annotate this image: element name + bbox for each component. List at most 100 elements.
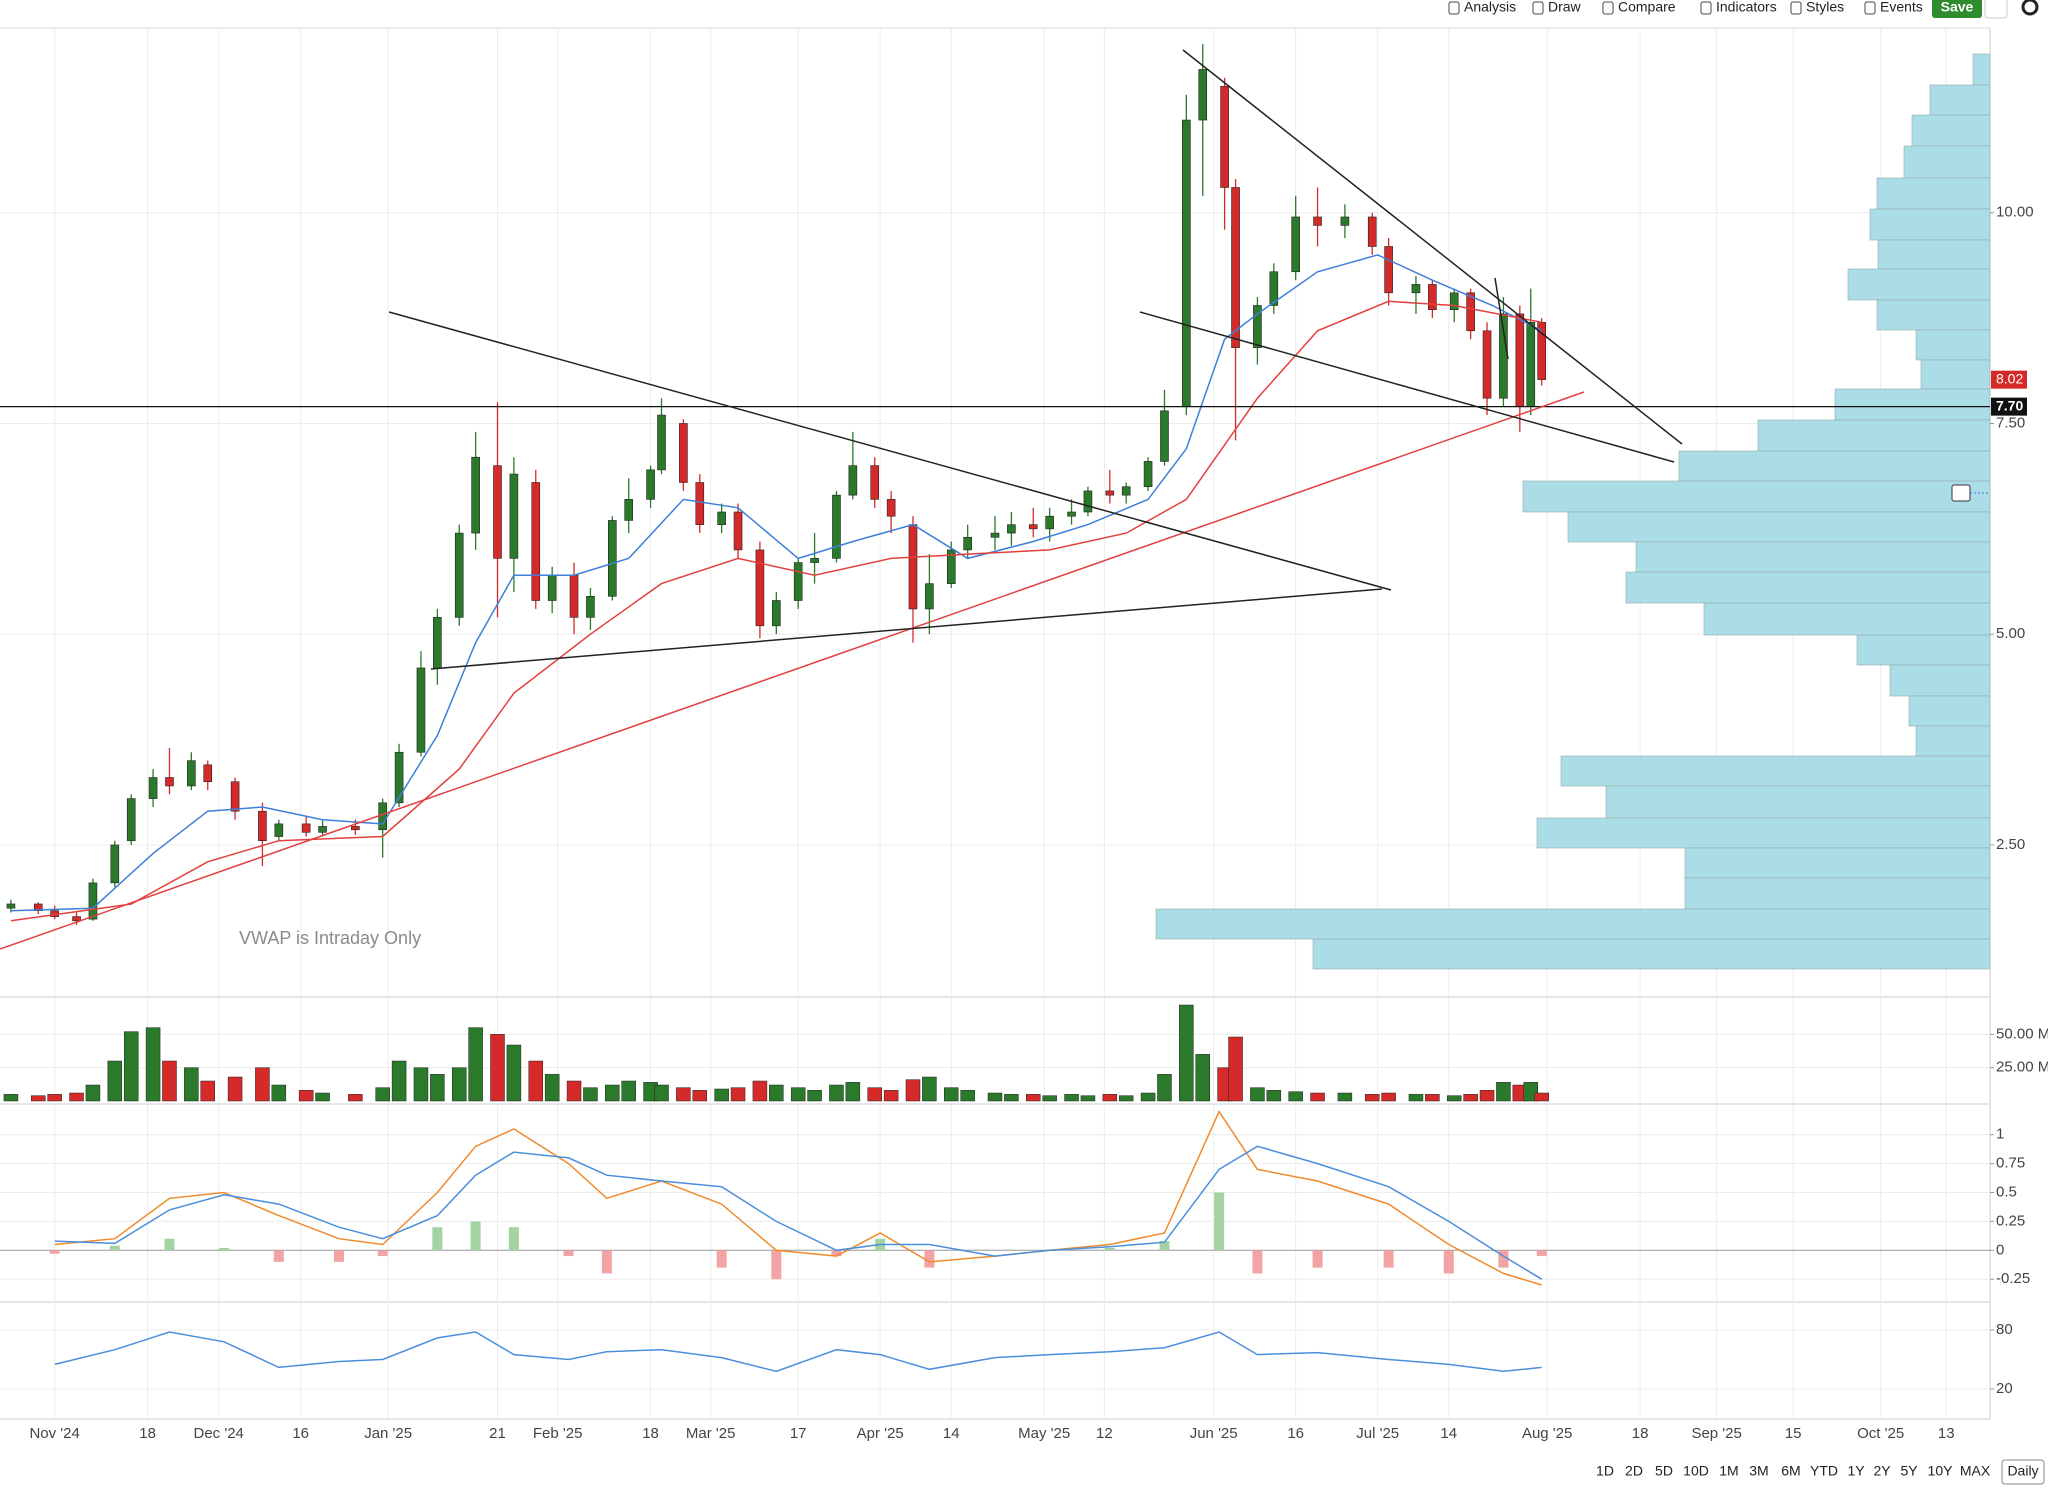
y-tick-label: 0.25: [1996, 1212, 2025, 1229]
candle-body: [886, 499, 896, 517]
axes: Nov '24 18 Dec '24 16 Jan '25 21 Feb '25 18 Mar …: [29, 204, 2048, 1442]
macd-histogram-bar: [470, 1221, 481, 1251]
candle-body: [274, 823, 284, 837]
volume-bar: [69, 1092, 84, 1102]
profile-bar: [1522, 480, 1991, 513]
candle-body: [1340, 216, 1350, 226]
toolbar-icon[interactable]: [1864, 1, 1876, 15]
toolbar-icon[interactable]: [1448, 1, 1460, 15]
profile-bar: [1684, 877, 1991, 910]
volume-bar: [85, 1084, 101, 1102]
x-tick-label: 16: [1287, 1425, 1304, 1442]
settings-icon[interactable]: [2021, 0, 2039, 16]
volume-bar: [730, 1087, 746, 1102]
range-button[interactable]: MAX: [1960, 1463, 1991, 1479]
save-label[interactable]: Save: [1941, 0, 1974, 15]
macd-histogram-bar: [333, 1250, 344, 1262]
toolbar-button[interactable]: Draw: [1548, 0, 1582, 15]
macd-histogram-bar: [1498, 1250, 1509, 1268]
volume-bar: [1157, 1074, 1172, 1102]
volume-bar: [184, 1067, 199, 1102]
y-tick-label: 1: [1996, 1126, 2004, 1143]
candle-body: [1428, 284, 1437, 310]
candle-body: [990, 532, 1000, 538]
candle-body: [1007, 524, 1016, 534]
toolbar-button[interactable]: Events: [1880, 0, 1923, 15]
volume-bar: [391, 1060, 407, 1102]
interval-button[interactable]: [2001, 1459, 2045, 1485]
candle-body: [1367, 216, 1377, 247]
volume-bar: [1250, 1087, 1265, 1102]
volume-bar: [790, 1087, 806, 1102]
volume-bar: [47, 1094, 62, 1102]
candle-body: [1253, 305, 1262, 348]
save-button[interactable]: [1932, 0, 1982, 18]
range-button[interactable]: 2Y: [1873, 1463, 1891, 1479]
volume-bar: [654, 1084, 669, 1102]
range-button[interactable]: 5Y: [1900, 1463, 1918, 1479]
y-tick-label: 80: [1996, 1321, 2013, 1338]
interval-label[interactable]: Daily: [2007, 1463, 2038, 1479]
profile-bar: [1625, 571, 1991, 604]
candle-body: [88, 882, 98, 920]
candle-body: [1482, 330, 1492, 399]
trend-line: [388, 311, 1392, 591]
range-button[interactable]: 5D: [1655, 1463, 1673, 1479]
candle-body: [755, 549, 765, 627]
range-button[interactable]: 10D: [1683, 1463, 1709, 1479]
volume-bar: [1446, 1095, 1462, 1102]
candle-body: [646, 469, 655, 500]
macd-histogram-bar: [563, 1250, 574, 1257]
toolbar-icon[interactable]: [1532, 1, 1544, 15]
range-button[interactable]: 6M: [1781, 1463, 1800, 1479]
candle-body: [1143, 461, 1153, 488]
candle-body: [772, 600, 781, 627]
volume-bar: [922, 1076, 937, 1102]
macd-histogram-bar: [109, 1245, 120, 1251]
range-button[interactable]: 1Y: [1847, 1463, 1865, 1479]
volume-bar: [123, 1031, 139, 1102]
range-button[interactable]: 2D: [1625, 1463, 1643, 1479]
candle-body: [963, 536, 972, 551]
moving-average: [10, 254, 1543, 912]
volume-bar: [621, 1080, 636, 1102]
volume-bar: [752, 1080, 768, 1102]
profile-toggle[interactable]: [1951, 484, 1971, 502]
x-tick-label: 13: [1938, 1425, 1955, 1442]
y-tick-label: 20: [1996, 1380, 2013, 1397]
candle-body: [1291, 216, 1300, 273]
toolbar-button[interactable]: Indicators: [1716, 0, 1777, 15]
range-button[interactable]: 1M: [1719, 1463, 1738, 1479]
candle-body: [810, 558, 819, 563]
range-button[interactable]: 10Y: [1928, 1463, 1954, 1479]
toolbar-icon[interactable]: [1602, 1, 1614, 15]
trend-lines: [0, 49, 1683, 950]
profile-bar: [1908, 695, 1991, 727]
range-button[interactable]: 3M: [1749, 1463, 1768, 1479]
toolbar-button[interactable]: Compare: [1618, 0, 1676, 15]
candle-body: [351, 826, 360, 831]
volume-bar: [298, 1090, 314, 1102]
candle-body: [454, 532, 464, 618]
volume-bar: [1463, 1094, 1478, 1102]
volume-bar: [1140, 1092, 1156, 1102]
range-button[interactable]: 1D: [1596, 1463, 1614, 1479]
macd-histogram-bar: [716, 1250, 727, 1268]
toolbar-icon[interactable]: [1790, 1, 1802, 15]
save-dropdown[interactable]: [1984, 0, 2008, 19]
profile-bar: [1856, 634, 1991, 666]
candle-body: [946, 549, 956, 584]
profile-bar: [1536, 817, 1991, 849]
toolbar-button[interactable]: Styles: [1806, 0, 1844, 15]
volume-bar: [1288, 1091, 1303, 1102]
volume-bar: [468, 1027, 483, 1102]
macd-histogram-bar: [1159, 1241, 1170, 1251]
x-tick-label: 15: [1785, 1425, 1802, 1442]
macd-histogram-bar: [49, 1250, 60, 1254]
toolbar-icon[interactable]: [1700, 1, 1712, 15]
toolbar-button[interactable]: Analysis: [1464, 0, 1516, 15]
y-tick-label: -0.25: [1996, 1270, 2030, 1287]
range-button[interactable]: YTD: [1810, 1463, 1838, 1479]
volume-bar: [605, 1084, 620, 1102]
x-tick-label: 12: [1096, 1425, 1113, 1442]
